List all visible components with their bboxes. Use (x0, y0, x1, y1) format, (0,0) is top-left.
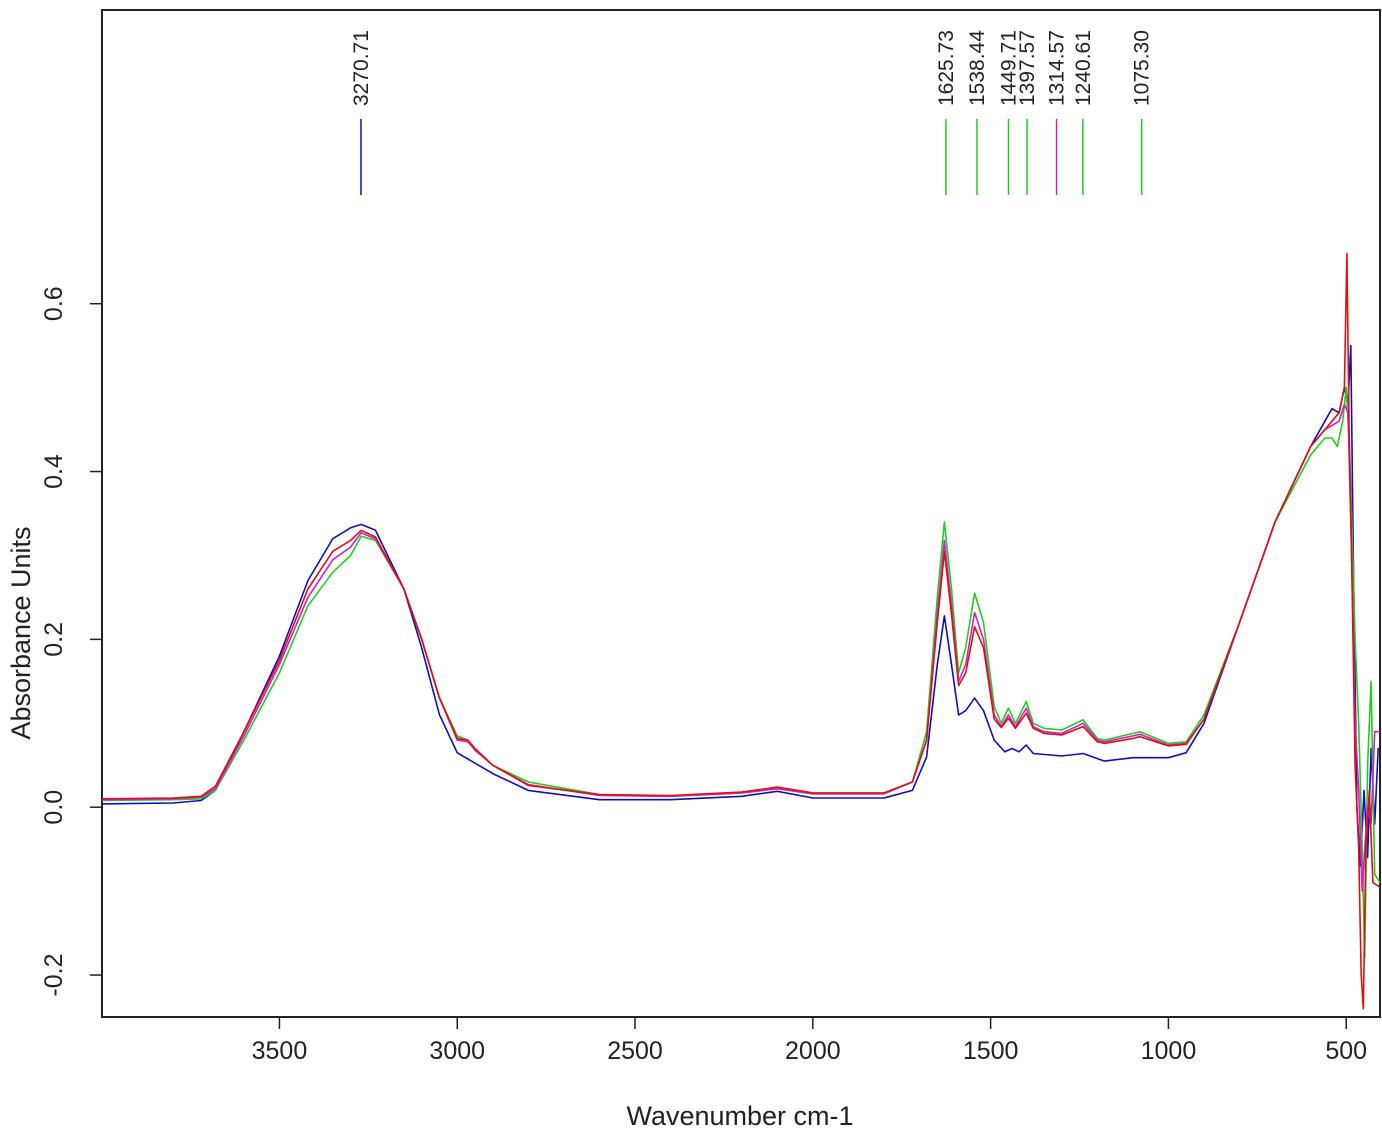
peak-label: 1625.73 (935, 30, 958, 106)
y-tick-label: 0.4 (40, 454, 68, 489)
x-tick-label: 500 (1325, 1037, 1367, 1065)
y-tick-label: 0.0 (40, 790, 68, 825)
x-tick-label: 3500 (252, 1037, 308, 1065)
series-layer (101, 252, 1381, 1010)
y-tick-label: 0.6 (40, 286, 68, 321)
x-axis-title: Wavenumber cm-1 (626, 1101, 853, 1131)
peak-label: 1075.30 (1131, 30, 1154, 106)
x-tick-label: 3000 (429, 1037, 485, 1065)
spectrum-line-1 (101, 344, 1380, 867)
y-tick-label: -0.2 (40, 953, 68, 996)
x-axis: 3500 3000 2500 2000 1500 1000 500 (252, 1017, 1367, 1065)
y-axis: -0.2 0.0 0.2 0.4 0.6 (40, 286, 102, 997)
y-tick-label: 0.2 (40, 622, 68, 657)
spectrum-line-4 (101, 252, 1381, 1010)
peak-label: 1240.61 (1072, 30, 1095, 106)
x-tick-label: 1500 (963, 1037, 1019, 1065)
peak-label: 1314.57 (1046, 30, 1069, 106)
y-axis-title: Absorbance Units (6, 526, 36, 739)
peak-label: 1538.44 (966, 30, 989, 106)
spectrum-line-2 (101, 386, 1381, 960)
x-tick-label: 2000 (785, 1037, 841, 1065)
peak-label: 1449.71 (998, 30, 1021, 106)
plot-frame (101, 9, 1381, 1018)
spectrum-line-3 (101, 403, 1380, 892)
peak-label: 3270.71 (350, 30, 373, 106)
x-tick-label: 1000 (1141, 1037, 1197, 1065)
x-tick-label: 2500 (607, 1037, 663, 1065)
peak-label: 1397.57 (1016, 30, 1039, 106)
